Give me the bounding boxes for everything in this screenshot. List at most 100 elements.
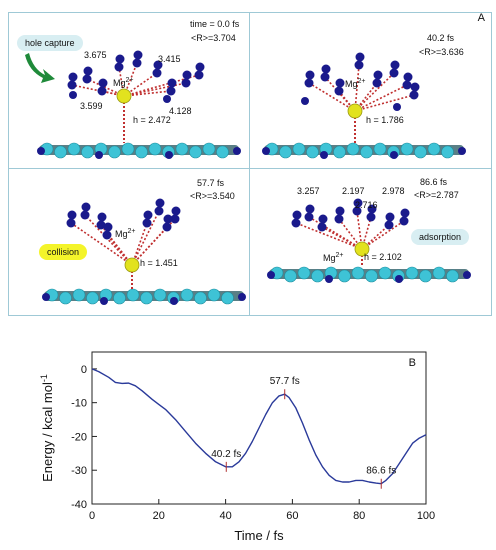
snapshot-1-height: h = 2.472	[133, 115, 171, 125]
collision-tag: collision	[39, 244, 88, 260]
nitrogen-atom	[162, 222, 172, 232]
ion-charge: 2+	[127, 228, 136, 235]
nitrogen-atom	[133, 50, 143, 60]
nitrogen-atom	[68, 72, 78, 82]
nitrogen-atom	[305, 70, 315, 80]
snapshot-3-height: h = 1.451	[140, 258, 178, 268]
carbon-atom	[54, 145, 67, 159]
nitrogen-atom	[96, 220, 106, 230]
y-tick-label: -30	[71, 465, 87, 477]
y-tick-label: 0	[81, 364, 87, 376]
nitrogen-atom	[166, 86, 176, 96]
snapshot-1-distance-4: 4.128	[169, 106, 192, 116]
snapshot-1-mean-distance: <R>=3.704	[191, 33, 236, 43]
snapshot-2-molecule	[262, 52, 466, 159]
coordination-bond	[354, 94, 415, 112]
snapshot-1-distance-1: 3.675	[84, 50, 107, 60]
nitrogen-atom	[372, 78, 382, 88]
nitrogen-atom	[163, 214, 173, 224]
nitrogen-atom	[82, 74, 92, 84]
y-axis-label-superscript: -1	[39, 374, 49, 382]
nitrogen-atom	[304, 212, 314, 222]
nitrogen-atom	[458, 147, 466, 155]
x-tick-label: 80	[353, 510, 365, 522]
nitrogen-atom	[400, 208, 410, 218]
nitrogen-atom	[334, 214, 344, 224]
snapshot-4-distance-4: 2.978	[382, 186, 405, 196]
carbon-atom	[202, 142, 216, 156]
nitrogen-atom	[335, 78, 345, 88]
nitrogen-atom	[154, 206, 164, 216]
coordination-bond	[84, 214, 133, 266]
carbon-atom	[400, 142, 414, 156]
coordination-bond	[354, 84, 408, 112]
carbon-atom	[441, 145, 454, 159]
nitrogen-atom	[171, 206, 181, 216]
nitrogen-atom	[170, 297, 178, 305]
ion-base: Mg	[113, 78, 126, 88]
carbon-atom	[207, 288, 221, 302]
snapshot-1-time: time = 0.0 fs	[190, 19, 240, 29]
nitrogen-atom	[97, 212, 107, 222]
nitrogen-atom	[238, 293, 246, 301]
snapshot-3-time: 57.7 fs	[197, 178, 225, 188]
nitrogen-atom	[155, 198, 165, 208]
coordination-bond	[70, 222, 133, 266]
snapshot-1-molecule	[37, 50, 241, 159]
nitrogen-atom	[132, 58, 142, 68]
x-tick-label: 60	[286, 510, 298, 522]
panel-divider-vertical	[249, 13, 250, 315]
snapshot-4-ion-label: Mg2+	[323, 250, 344, 264]
snapshot-4-molecule	[267, 198, 471, 283]
nitrogen-atom	[98, 78, 108, 88]
coordination-bond	[354, 72, 395, 112]
nitrogen-atom	[95, 151, 103, 159]
carbon-atom	[373, 142, 387, 156]
nitrogen-atom	[167, 78, 177, 88]
ion-base: Mg	[115, 229, 128, 239]
nitrogen-atom	[321, 64, 331, 74]
nitrogen-atom	[194, 70, 204, 80]
snapshot-1-distance-3: 3.599	[80, 101, 103, 111]
coordination-bond	[131, 222, 148, 266]
carbon-atom	[284, 269, 297, 283]
carbon-atom	[148, 142, 162, 156]
carbon-atom	[67, 142, 81, 156]
nitrogen-atom	[170, 214, 180, 224]
panel-b-letter: B	[409, 357, 416, 369]
carbon-atom	[81, 145, 94, 159]
coordination-bond	[123, 72, 158, 97]
carbon-atom	[175, 142, 189, 156]
snapshot-4-distance-3: 2.716	[355, 200, 378, 210]
carbon-atom	[427, 142, 441, 156]
carbon-atom	[346, 142, 360, 156]
nitrogen-atom	[114, 62, 124, 72]
ion-charge: 2+	[357, 78, 366, 85]
nitrogen-atom	[37, 147, 45, 155]
nitrogen-atom	[80, 210, 90, 220]
carbon-atom	[405, 266, 419, 280]
carbon-atom	[121, 142, 135, 156]
nitrogen-atom	[395, 275, 403, 283]
nitrogen-atom	[163, 95, 171, 103]
snapshot-3-mean-distance: <R>=3.540	[190, 191, 235, 201]
nitrogen-atom	[67, 80, 77, 90]
nitrogen-atom	[335, 206, 345, 216]
nitrogen-atom	[355, 52, 365, 62]
carbon-atom	[432, 266, 446, 280]
carbon-atom	[180, 288, 194, 302]
nitrogen-atom	[410, 82, 420, 92]
nitrogen-atom	[67, 210, 77, 220]
carbon-atom	[446, 269, 459, 283]
nitrogen-atom	[301, 97, 309, 105]
y-axis-label: Energy / kcal mol-1	[39, 374, 55, 482]
nitrogen-atom	[291, 218, 301, 228]
nitrogen-atom	[181, 78, 191, 88]
plot-frame	[91, 351, 427, 505]
snapshot-2-height: h = 1.786	[366, 115, 404, 125]
nitrogen-atom	[115, 54, 125, 64]
carbon-atom	[297, 266, 311, 280]
nitrogen-atom	[317, 222, 327, 232]
nitrogen-atom	[97, 86, 107, 96]
x-tick-label: 0	[89, 510, 95, 522]
